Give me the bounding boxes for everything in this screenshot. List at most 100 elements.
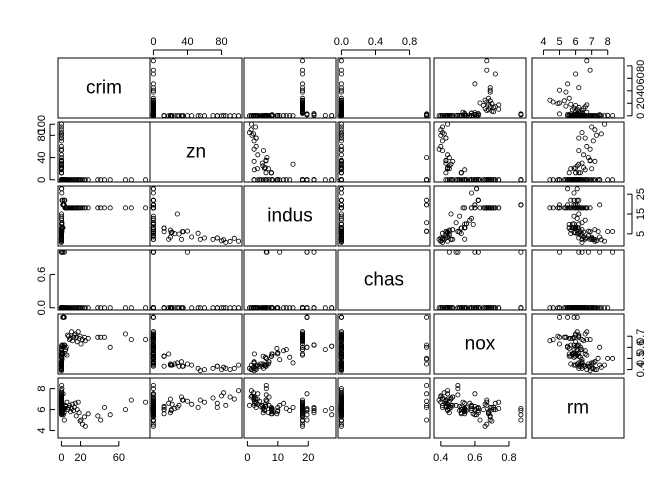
- point-49: [263, 382, 269, 388]
- point-52: [255, 177, 261, 183]
- panel-frame: [337, 313, 431, 375]
- point-65: [311, 249, 317, 255]
- panel-frame: [243, 185, 337, 247]
- point-91: [487, 87, 493, 93]
- point-44: [463, 177, 469, 183]
- point-95: [484, 67, 490, 73]
- right-tick-label-crim: 60: [635, 72, 647, 84]
- point-97: [574, 351, 580, 357]
- point-0: [251, 351, 257, 357]
- point-83: [568, 101, 574, 107]
- point-46: [468, 215, 474, 221]
- point-102: [59, 360, 65, 366]
- point-50: [338, 386, 344, 392]
- point-105: [445, 166, 451, 172]
- point-37: [264, 155, 270, 161]
- point-88: [150, 97, 156, 103]
- point-38: [197, 305, 203, 311]
- panel-crim-vs-indus: [243, 57, 337, 119]
- point-81: [480, 407, 486, 413]
- point-43: [277, 249, 283, 255]
- point-85: [78, 417, 84, 423]
- point-44: [150, 221, 156, 227]
- panel-frame: [337, 377, 431, 439]
- point-106: [263, 170, 269, 176]
- point-105: [589, 305, 595, 311]
- point-47: [571, 354, 577, 360]
- point-91: [557, 334, 563, 340]
- point-51: [585, 177, 591, 183]
- point-29: [253, 124, 259, 130]
- point-106: [338, 170, 344, 176]
- point-99: [338, 352, 344, 358]
- panel-rm-vs-nox: [433, 377, 527, 439]
- point-89: [566, 305, 572, 311]
- bottom-tick-label-indus: 10: [272, 452, 284, 464]
- point-104: [439, 113, 445, 119]
- point-93: [472, 81, 478, 87]
- point-93: [472, 205, 478, 211]
- point-61: [472, 249, 478, 255]
- point-30: [250, 131, 256, 137]
- point-84: [489, 177, 495, 183]
- point-49: [424, 228, 430, 234]
- point-105: [254, 362, 260, 368]
- point-58: [518, 249, 524, 255]
- point-32: [581, 152, 587, 158]
- point-93: [150, 412, 156, 418]
- point-89: [85, 205, 91, 211]
- point-9: [161, 407, 167, 413]
- point-99: [150, 109, 156, 115]
- point-106: [338, 363, 344, 369]
- panel-frame: [337, 249, 431, 311]
- point-105: [167, 362, 173, 368]
- point-91: [487, 417, 493, 423]
- point-39: [590, 113, 596, 119]
- point-53: [258, 361, 264, 367]
- point-20: [269, 351, 275, 357]
- point-93: [338, 344, 344, 350]
- point-88: [547, 97, 553, 103]
- point-88: [338, 97, 344, 103]
- point-79: [72, 400, 78, 406]
- point-82: [75, 399, 81, 405]
- point-39: [251, 365, 257, 371]
- point-78: [491, 205, 497, 211]
- point-59: [518, 305, 524, 311]
- point-58: [518, 417, 524, 423]
- point-30: [598, 131, 604, 137]
- point-84: [555, 177, 561, 183]
- point-99: [150, 205, 156, 211]
- point-92: [299, 85, 305, 91]
- point-68: [329, 305, 335, 311]
- point-106: [59, 305, 65, 311]
- point-65: [475, 249, 481, 255]
- point-9: [268, 353, 274, 359]
- point-97: [574, 177, 580, 183]
- panel-frame: [149, 121, 243, 183]
- point-94: [573, 205, 579, 211]
- point-38: [338, 146, 344, 152]
- point-62: [574, 197, 580, 203]
- point-103: [169, 305, 175, 311]
- point-93: [150, 81, 156, 87]
- point-65: [576, 249, 582, 255]
- point-89: [485, 305, 491, 311]
- point-49: [59, 382, 65, 388]
- point-101: [338, 158, 344, 164]
- point-78: [491, 177, 497, 183]
- point-77: [571, 105, 577, 111]
- point-65: [424, 404, 430, 410]
- point-63: [61, 197, 67, 203]
- point-57: [574, 314, 580, 320]
- point-27: [58, 121, 64, 127]
- point-89: [85, 411, 91, 417]
- point-61: [472, 202, 478, 208]
- point-101: [179, 397, 185, 403]
- point-52: [597, 362, 603, 368]
- point-102: [290, 404, 296, 410]
- point-88: [482, 205, 488, 211]
- point-106: [59, 403, 65, 409]
- point-86: [80, 205, 86, 211]
- point-98: [468, 403, 474, 409]
